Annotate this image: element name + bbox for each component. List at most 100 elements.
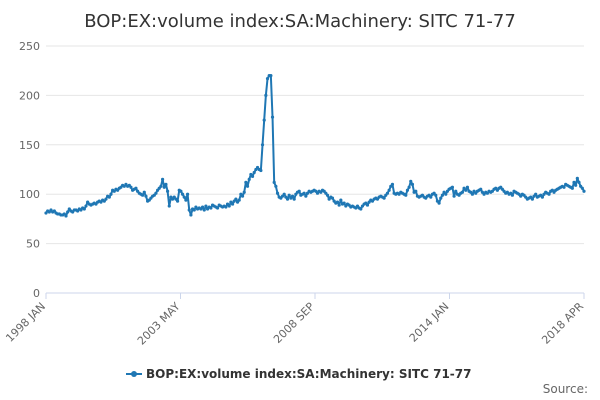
data-point[interactable] xyxy=(162,185,166,189)
data-point[interactable] xyxy=(129,185,133,189)
data-point[interactable] xyxy=(64,214,68,218)
data-point[interactable] xyxy=(109,192,113,196)
data-point[interactable] xyxy=(534,192,538,196)
data-point[interactable] xyxy=(460,190,465,194)
data-point[interactable] xyxy=(189,213,193,217)
data-point[interactable] xyxy=(547,192,551,196)
data-point[interactable] xyxy=(342,201,346,205)
data-point[interactable] xyxy=(154,191,158,195)
data-point[interactable] xyxy=(302,191,306,195)
data-point[interactable] xyxy=(510,193,514,197)
data-point[interactable] xyxy=(209,206,213,210)
data-point[interactable] xyxy=(180,192,185,196)
data-point[interactable] xyxy=(262,118,266,122)
data-point[interactable] xyxy=(250,174,255,179)
data-point[interactable] xyxy=(365,203,370,207)
data-point[interactable] xyxy=(179,189,183,193)
data-point[interactable] xyxy=(470,192,474,196)
data-point[interactable] xyxy=(182,195,186,199)
data-point[interactable] xyxy=(407,185,411,189)
data-point[interactable] xyxy=(339,198,343,202)
data-point[interactable] xyxy=(444,192,448,196)
data-point[interactable] xyxy=(292,197,296,201)
data-point[interactable] xyxy=(325,193,330,197)
data-point[interactable] xyxy=(134,186,138,190)
data-point[interactable] xyxy=(252,170,256,175)
data-point[interactable] xyxy=(260,143,265,147)
data-point[interactable] xyxy=(164,182,168,186)
data-point[interactable] xyxy=(185,192,190,196)
data-point[interactable] xyxy=(359,207,363,211)
data-point[interactable] xyxy=(66,210,70,214)
data-point[interactable] xyxy=(245,184,250,188)
data-point[interactable] xyxy=(387,188,391,192)
legend[interactable]: BOP:EX:volume index:SA:Machinery: SITC 7… xyxy=(126,367,471,381)
data-point[interactable] xyxy=(230,202,235,206)
data-point[interactable] xyxy=(434,193,438,197)
data-point[interactable] xyxy=(275,191,280,195)
data-point[interactable] xyxy=(265,77,270,81)
data-point[interactable] xyxy=(227,204,231,208)
data-point[interactable] xyxy=(385,191,390,195)
data-point[interactable] xyxy=(244,180,248,184)
data-point[interactable] xyxy=(410,182,415,186)
data-point[interactable] xyxy=(282,192,286,196)
data-point[interactable] xyxy=(234,197,238,201)
data-point[interactable] xyxy=(465,185,470,189)
data-point[interactable] xyxy=(82,207,86,211)
data-point[interactable] xyxy=(330,196,335,200)
data-point[interactable] xyxy=(202,208,206,212)
data-point[interactable] xyxy=(160,177,165,181)
data-point[interactable] xyxy=(405,188,410,192)
data-point[interactable] xyxy=(452,194,456,198)
data-point[interactable] xyxy=(572,180,576,184)
data-point[interactable] xyxy=(141,193,145,197)
data-point[interactable] xyxy=(337,203,341,207)
data-point[interactable] xyxy=(409,179,413,183)
data-point[interactable] xyxy=(272,180,276,184)
data-point[interactable] xyxy=(464,188,468,192)
data-point[interactable] xyxy=(577,180,581,184)
data-point[interactable] xyxy=(142,190,146,194)
data-point[interactable] xyxy=(167,204,171,208)
data-point[interactable] xyxy=(192,208,196,212)
data-point[interactable] xyxy=(382,196,386,200)
data-point[interactable] xyxy=(215,206,220,210)
data-point[interactable] xyxy=(144,194,148,198)
data-point[interactable] xyxy=(562,185,566,189)
data-point[interactable] xyxy=(429,195,433,199)
data-point[interactable] xyxy=(390,182,395,186)
data-point[interactable] xyxy=(580,186,584,190)
data-point[interactable] xyxy=(582,189,586,193)
data-point[interactable] xyxy=(335,200,340,204)
data-point[interactable] xyxy=(84,204,88,208)
data-point[interactable] xyxy=(297,189,301,193)
data-point[interactable] xyxy=(264,93,268,97)
data-point[interactable] xyxy=(530,197,534,201)
data-point[interactable] xyxy=(200,205,205,209)
data-point[interactable] xyxy=(414,189,418,193)
data-point[interactable] xyxy=(454,189,458,193)
data-point[interactable] xyxy=(574,183,578,187)
data-point[interactable] xyxy=(175,199,180,203)
data-point[interactable] xyxy=(437,201,441,205)
data-point[interactable] xyxy=(240,194,245,198)
data-point[interactable] xyxy=(165,189,170,193)
data-point[interactable] xyxy=(242,190,246,194)
data-point[interactable] xyxy=(184,198,188,202)
data-point[interactable] xyxy=(107,195,111,199)
data-point[interactable] xyxy=(404,193,408,197)
data-point[interactable] xyxy=(187,208,191,212)
data-point[interactable] xyxy=(159,184,163,188)
data-point[interactable] xyxy=(224,205,228,209)
data-point[interactable] xyxy=(290,194,295,198)
data-point[interactable] xyxy=(570,186,574,190)
data-point[interactable] xyxy=(237,198,241,202)
data-point[interactable] xyxy=(270,115,275,119)
data-point[interactable] xyxy=(269,74,273,78)
data-point[interactable] xyxy=(304,194,308,198)
data-point[interactable] xyxy=(247,177,251,181)
data-point[interactable] xyxy=(204,204,208,208)
data-point[interactable] xyxy=(285,197,290,201)
data-point[interactable] xyxy=(479,187,483,191)
